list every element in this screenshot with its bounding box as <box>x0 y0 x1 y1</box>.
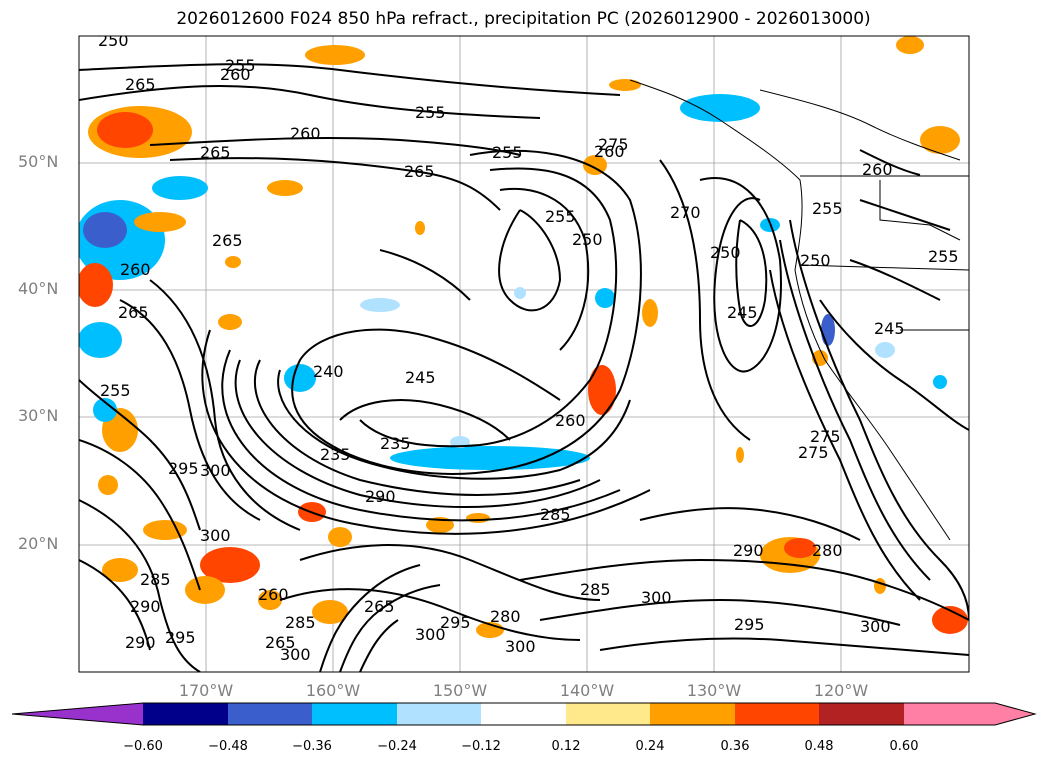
contour-label: 280 <box>812 541 843 560</box>
contour-label: 275 <box>810 427 841 446</box>
contour-label: 290 <box>733 541 764 560</box>
colorbar-segment <box>481 703 566 725</box>
contour-label: 265 <box>404 162 435 181</box>
contour-label: 265 <box>118 303 149 322</box>
contour-label: 295 <box>168 459 199 478</box>
contour-label: 260 <box>594 142 625 161</box>
colorbar-segment <box>566 703 650 725</box>
contour-label: 290 <box>130 597 161 616</box>
contour-label: 285 <box>580 580 611 599</box>
contour-label: 300 <box>505 637 536 656</box>
colorbar-extend-low <box>12 703 143 725</box>
colorbar-tick: 0.48 <box>804 739 834 754</box>
colorbar-segment <box>143 703 228 725</box>
lat-label-50n: 50°N <box>18 152 59 171</box>
colorbar-segment <box>819 703 904 725</box>
contour-label: 260 <box>862 160 893 179</box>
coastline <box>629 79 969 541</box>
colorbar-tick: −0.12 <box>461 739 501 754</box>
colorbar-extend-high <box>904 703 1035 725</box>
lon-label-150w: 150°W <box>432 681 488 700</box>
contour-label: 255 <box>928 247 959 266</box>
contour-label: 300 <box>641 588 672 607</box>
colorbar-segment <box>228 703 312 725</box>
contour-label: 300 <box>415 625 446 644</box>
contour-label: 265 <box>265 633 296 652</box>
contour-label: 265 <box>125 75 156 94</box>
contour-label: 245 <box>727 303 758 322</box>
contour-label: 300 <box>200 526 231 545</box>
colorbar <box>11 702 1037 726</box>
lat-label-40n: 40°N <box>18 279 59 298</box>
contour-label: 260 <box>258 585 289 604</box>
contour-label: 285 <box>285 613 316 632</box>
colorbar-tick: 0.60 <box>889 739 919 754</box>
contour-label: 245 <box>874 319 905 338</box>
contour-labels: 250 255 260 265 265 255 260 255 260 265 … <box>98 31 959 664</box>
colorbar-tick: −0.48 <box>208 739 248 754</box>
colorbar-tick: −0.60 <box>123 739 163 754</box>
contour-label: 260 <box>220 65 251 84</box>
contour-label: 300 <box>200 461 231 480</box>
contour-label: 250 <box>98 31 129 50</box>
contour-label: 270 <box>670 203 701 222</box>
colorbar-segment <box>312 703 397 725</box>
contour-label: 275 <box>798 443 829 462</box>
contour-label: 295 <box>734 615 765 634</box>
contour-label: 295 <box>440 613 471 632</box>
contour-label: 265 <box>200 143 231 162</box>
lon-label-120w: 120°W <box>813 681 869 700</box>
contour-label: 260 <box>555 411 586 430</box>
colorbar-tick: 0.12 <box>551 739 581 754</box>
contour-label: 255 <box>545 207 576 226</box>
contour-label: 290 <box>125 633 156 652</box>
colorbar-tick: −0.36 <box>292 739 332 754</box>
map-title: 2026012600 F024 850 hPa refract., precip… <box>176 9 871 29</box>
contour-label: 295 <box>165 628 196 647</box>
contour-label: 255 <box>225 56 256 75</box>
colorbar-tick: 0.24 <box>635 739 665 754</box>
lat-label-30n: 30°N <box>18 406 59 425</box>
refractivity-contours <box>79 63 969 672</box>
contour-label: 255 <box>492 143 523 162</box>
contour-label: 235 <box>320 445 351 464</box>
contour-label: 275 <box>598 135 629 154</box>
lon-label-170w: 170°W <box>178 681 234 700</box>
colorbar-segment <box>735 703 819 725</box>
map-frame <box>78 35 970 673</box>
colorbar-tick: −0.24 <box>377 739 417 754</box>
contour-label: 240 <box>313 362 344 381</box>
lon-label-130w: 130°W <box>686 681 742 700</box>
lon-label-160w: 160°W <box>305 681 361 700</box>
contour-label: 265 <box>364 597 395 616</box>
contour-label: 280 <box>490 607 521 626</box>
contour-label: 245 <box>405 368 436 387</box>
colorbar-tick: 0.36 <box>720 739 750 754</box>
contour-label: 285 <box>540 505 571 524</box>
contour-label: 260 <box>120 260 151 279</box>
lat-label-20n: 20°N <box>18 534 59 553</box>
contour-label: 255 <box>812 199 843 218</box>
contour-label: 285 <box>140 570 171 589</box>
contour-label: 250 <box>800 251 831 270</box>
contour-label: 265 <box>212 231 243 250</box>
lon-label-140w: 140°W <box>559 681 615 700</box>
contour-label: 250 <box>710 243 741 262</box>
colorbar-outline <box>11 702 1037 726</box>
contour-label: 255 <box>415 103 446 122</box>
contour-label: 250 <box>572 230 603 249</box>
contour-label: 235 <box>380 434 411 453</box>
colorbar-segment <box>397 703 481 725</box>
colorbar-segment <box>650 703 735 725</box>
contour-label: 300 <box>860 617 891 636</box>
contour-label: 300 <box>280 645 311 664</box>
contour-label: 260 <box>290 124 321 143</box>
contour-label: 255 <box>100 381 131 400</box>
contour-label: 290 <box>365 487 396 506</box>
